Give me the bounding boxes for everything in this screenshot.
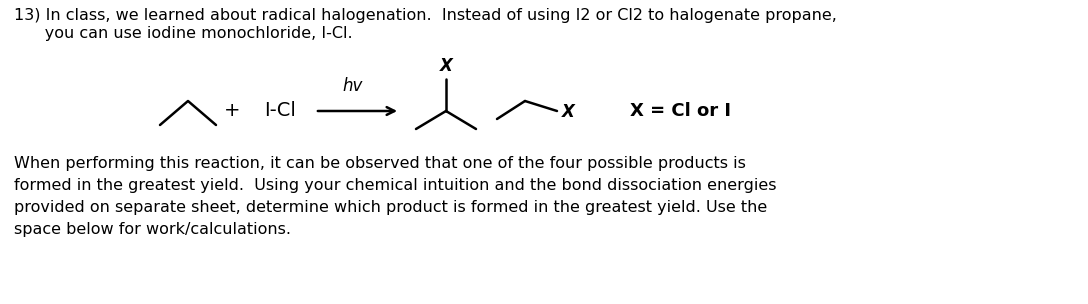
- Text: you can use iodine monochloride, I-Cl.: you can use iodine monochloride, I-Cl.: [14, 26, 353, 41]
- Text: +: +: [224, 102, 240, 120]
- Text: When performing this reaction, it can be observed that one of the four possible : When performing this reaction, it can be…: [14, 156, 746, 171]
- Text: provided on separate sheet, determine which product is formed in the greatest yi: provided on separate sheet, determine wh…: [14, 200, 767, 215]
- Text: space below for work/calculations.: space below for work/calculations.: [14, 222, 290, 237]
- Text: 13) In class, we learned about radical halogenation.  Instead of using I2 or Cl2: 13) In class, we learned about radical h…: [14, 8, 837, 23]
- Text: formed in the greatest yield.  Using your chemical intuition and the bond dissoc: formed in the greatest yield. Using your…: [14, 178, 777, 193]
- Text: hv: hv: [343, 77, 363, 95]
- Text: X: X: [562, 103, 574, 121]
- Text: X: X: [440, 57, 453, 75]
- Text: X = Cl or I: X = Cl or I: [630, 102, 731, 120]
- Text: I-Cl: I-Cl: [264, 102, 296, 120]
